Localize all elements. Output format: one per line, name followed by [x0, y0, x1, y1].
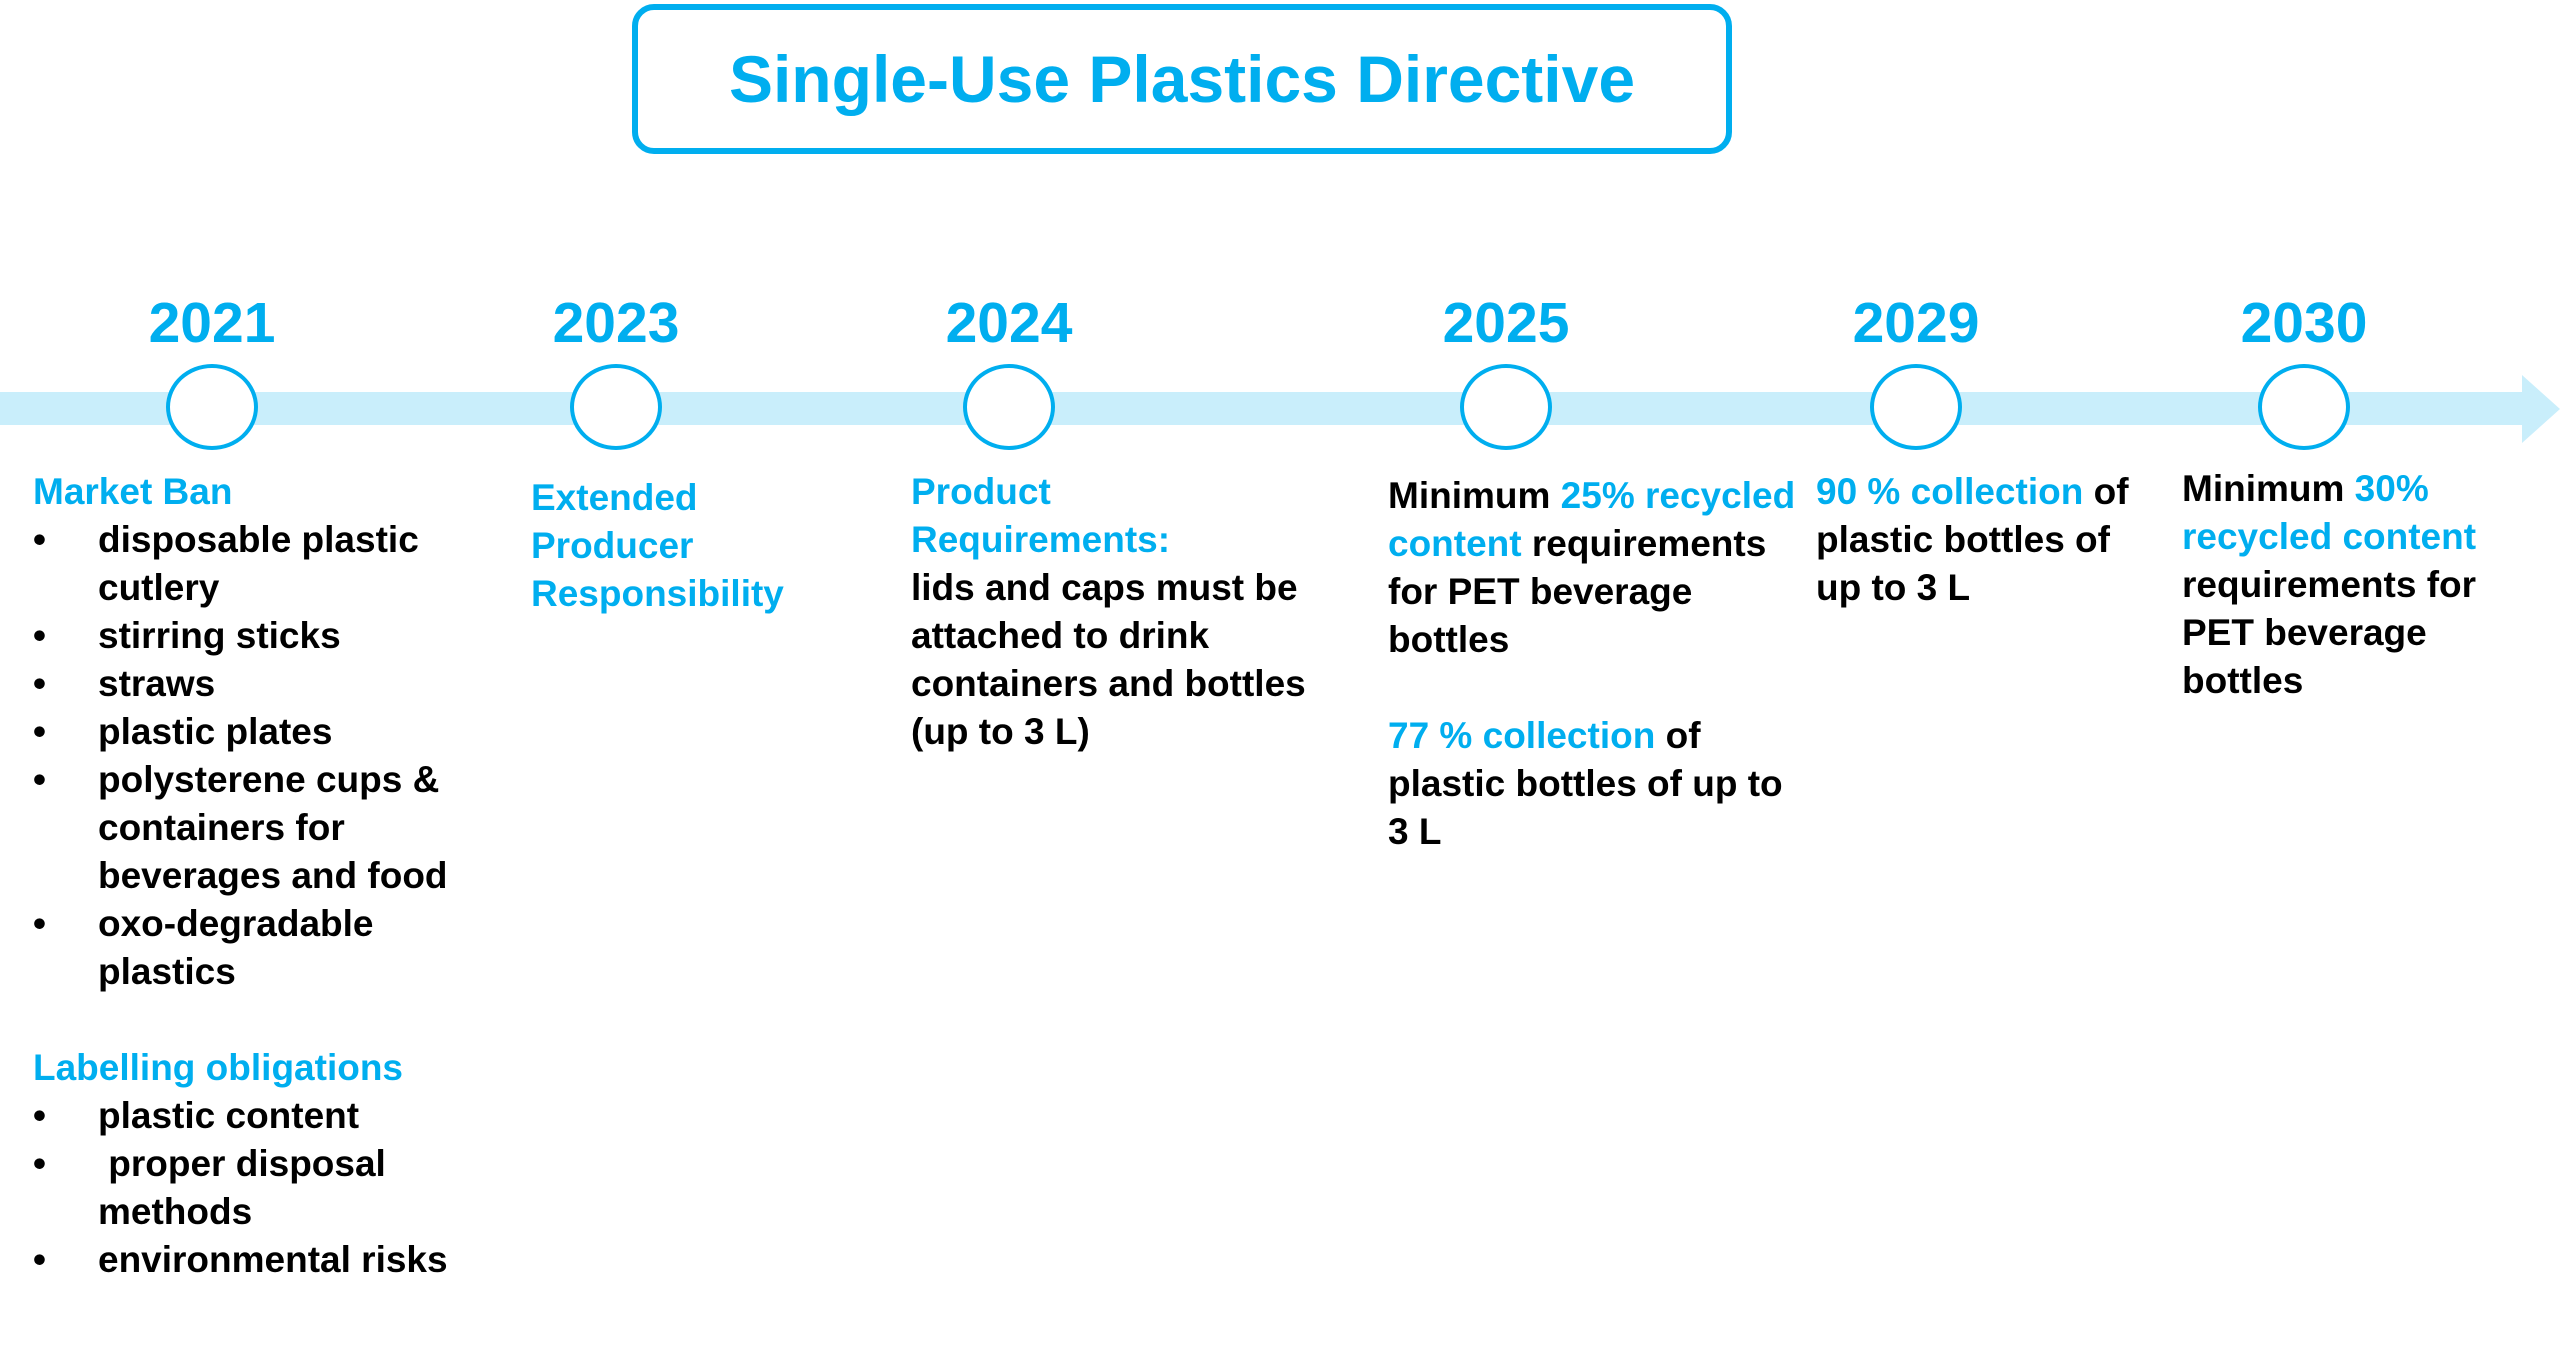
timeline-node-2030: [2258, 364, 2350, 450]
list-item: • proper disposal methods: [33, 1143, 397, 1232]
product-req-text: lids and caps must be attached to drink …: [911, 567, 1306, 752]
milestone-2029-text: 90 % collection of plastic bottles of up…: [1816, 471, 2129, 608]
timeline-node-2023: [570, 364, 662, 450]
timeline-node-2029: [1870, 364, 1962, 450]
market-ban-list: • disposable plastic cutlery • stirring st…: [33, 516, 493, 996]
milestone-2024-text: Product Requirements: lids and caps must…: [911, 468, 1351, 756]
market-ban-heading: Market Ban: [33, 471, 233, 512]
list-item: • stirring sticks: [33, 615, 341, 656]
page-title: Single-Use Plastics Directive: [728, 42, 1636, 116]
year-2025: 2025: [1442, 291, 1570, 355]
year-2023: 2023: [552, 291, 680, 355]
year-2021: 2021: [148, 291, 276, 355]
list-item: • plastic content: [33, 1095, 360, 1136]
timeline-node-2025: [1460, 364, 1552, 450]
milestone-2023-text: Extended Producer Responsibility: [531, 474, 831, 618]
year-2029: 2029: [1852, 291, 1980, 355]
list-item: • disposable plastic cutlery: [33, 519, 419, 608]
product-req-heading: Product Requirements:: [911, 471, 1171, 560]
timeline-node-2024: [963, 364, 1055, 450]
milestone-2025-text: Minimum 25% recycled content requirement…: [1388, 475, 1796, 852]
title-box: Single-Use Plastics Directive: [632, 4, 1732, 154]
list-item: • polysterene cups & containers for bever…: [33, 759, 448, 896]
year-2030: 2030: [2240, 291, 2368, 355]
list-item: • straws: [33, 663, 216, 704]
list-item: • environmental risks: [33, 1239, 448, 1280]
labelling-list: • plastic content • proper disposal metho…: [33, 1092, 493, 1284]
list-item: • plastic plates: [33, 711, 333, 752]
epr-heading: Extended Producer Responsibility: [531, 477, 784, 614]
timeline-arrowhead: [2522, 375, 2560, 443]
timeline-node-2021: [166, 364, 258, 450]
milestone-2030-text: Minimum 30% recycled content requirement…: [2182, 468, 2477, 701]
year-2024: 2024: [945, 291, 1073, 355]
labelling-heading: Labelling obligations: [33, 1047, 403, 1088]
milestone-2021-text: Market Ban • disposable plastic cutlery •…: [33, 468, 493, 1284]
timeline-band: [0, 392, 2525, 425]
list-item: • oxo-degradable plastics: [33, 903, 374, 992]
